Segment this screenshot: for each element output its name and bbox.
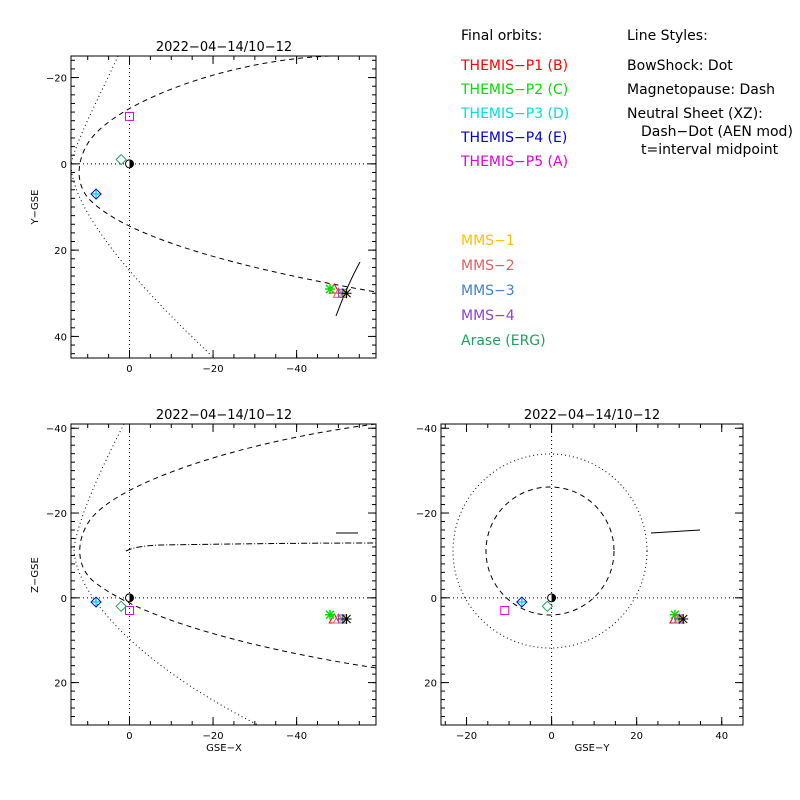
- xz-ytick-label: 0: [61, 594, 67, 605]
- xy-marker-arase-erg: [115, 153, 127, 166]
- yz-ytick-label: −20: [416, 509, 437, 520]
- yz-boundaries: [452, 453, 648, 649]
- yz-marker-themis-p4-e: [516, 596, 528, 608]
- bowshock-curve-xz: [73, 423, 259, 726]
- legend-orbits-title: Final orbits:: [461, 28, 542, 44]
- panel-yz-xlabel: GSE−Y: [575, 743, 611, 754]
- yz-ytick-label: 0: [431, 594, 437, 605]
- yz-xtick-label: 0: [548, 731, 554, 742]
- legend-style-midpoint: t=interval midpoint: [641, 142, 779, 158]
- panel-xy: 2022−04−14/10−12 Y−GSE: [30, 40, 377, 359]
- yz-earth-night-side: [551, 593, 556, 602]
- yz-marker-themis-p3-d: [516, 597, 527, 608]
- legend-style-magnetopause: Magnetopause: Dash: [627, 82, 775, 98]
- legend-themis-p3: THEMIS−P3 (D): [460, 106, 569, 122]
- magnetopause-curve-xy: [78, 55, 377, 293]
- panel-xz-ylabel: Z−GSE: [30, 557, 41, 593]
- xy-xtick-label: 0: [126, 364, 132, 375]
- xz-xtick-label: 0: [126, 731, 132, 742]
- axes-layer: 0 −20 −40 −20 0 20 40 0 −20 −40 −40 −20 0 20 −20 0 20 40 −…: [46, 56, 744, 742]
- marker-layer: [90, 111, 689, 625]
- xz-marker-themis-p3-d: [91, 597, 102, 608]
- xy-xtick-label: −40: [286, 364, 307, 375]
- legend-themis-p2: THEMIS−P2 (C): [460, 82, 568, 98]
- xy-boundaries: [70, 55, 377, 357]
- xz-earth-night-side: [129, 593, 134, 602]
- yz-marker-arase-erg: [541, 600, 554, 613]
- xz-ytick-label: −20: [46, 509, 67, 520]
- xz-marker-arase-erg: [115, 600, 127, 613]
- xy-marker-themis-p2-c: [325, 283, 336, 294]
- legend-themis-p4: THEMIS−P4 (E): [460, 130, 567, 146]
- yz-xtick-label: 40: [715, 731, 728, 742]
- legend: Final orbits: Line Styles: THEMIS−P1 (B)…: [460, 28, 793, 349]
- panel-xz: 2022−04−14/10−12 Z−GSE GSE−X: [30, 408, 377, 754]
- legend-style-bowshock: BowShock: Dot: [627, 58, 733, 74]
- xz-xtick-label: −40: [286, 731, 307, 742]
- legend-mms-3: MMS−3: [461, 283, 515, 299]
- xz-boundaries: [73, 423, 377, 726]
- legend-mms-2: MMS−2: [461, 258, 515, 274]
- xz-marker-themis-p4-e: [90, 596, 102, 608]
- legend-mms-4: MMS−4: [461, 308, 515, 324]
- legend-styles-title: Line Styles:: [627, 28, 708, 44]
- xy-marker-themis-p4-e: [90, 188, 102, 200]
- yz-marker-themis-p5-a: [500, 606, 510, 616]
- panel-xy-ylabel: Y−GSE: [30, 190, 41, 226]
- yz-xtick-label: 20: [630, 731, 643, 742]
- xz-ytick-label: −40: [46, 424, 67, 435]
- legend-themis-p5: THEMIS−P5 (A): [460, 154, 568, 170]
- xy-midpoint-asterisk: [341, 288, 352, 299]
- legend-themis-p1: THEMIS−P1 (B): [460, 58, 568, 74]
- yz-midpoint-asterisk: [678, 614, 689, 625]
- xy-ytick-label: 40: [54, 332, 67, 343]
- legend-arase: Arase (ERG): [461, 333, 546, 349]
- bowshock-curve-xy: [70, 55, 213, 357]
- panel-xz-title: 2022−04−14/10−12: [156, 408, 292, 423]
- xz-xtick-label: −20: [203, 731, 224, 742]
- xz-ytick-label: 20: [54, 679, 67, 690]
- yz-xtick-label: −20: [456, 731, 477, 742]
- xy-ytick-label: −20: [46, 74, 67, 85]
- xz-midpoint-asterisk: [341, 614, 352, 625]
- legend-mms-1: MMS−1: [461, 233, 515, 249]
- xz-marker-themis-p5-a: [124, 606, 134, 616]
- xy-ytick-label: 20: [54, 246, 67, 257]
- xy-earth-night-side: [129, 159, 134, 168]
- bowshock-circle-yz: [452, 453, 648, 649]
- magnetopause-curve-xz: [79, 423, 377, 669]
- orbit-traces: [335, 261, 701, 534]
- yz-ytick-label: 20: [424, 679, 437, 690]
- xy-ytick-label: 0: [61, 160, 67, 171]
- panel-yz: 2022−04−14/10−12 GSE−Y: [440, 408, 744, 754]
- xz-marker-themis-p2-c: [325, 609, 336, 620]
- legend-style-neutral-sheet: Neutral Sheet (XZ):: [627, 106, 763, 122]
- mms-trace-yz: [650, 529, 701, 534]
- panel-xy-title: 2022−04−14/10−12: [156, 40, 292, 55]
- neutral-sheet-curve-xz: [125, 542, 377, 552]
- yz-ytick-label: −40: [416, 424, 437, 435]
- xy-marker-themis-p3-d: [91, 189, 102, 200]
- panel-xz-xlabel: GSE−X: [206, 743, 242, 754]
- legend-style-dashdot: Dash−Dot (AEN mod): [641, 124, 793, 140]
- xy-marker-themis-p5-a: [124, 111, 134, 121]
- xy-xtick-label: −20: [203, 364, 224, 375]
- panel-yz-title: 2022−04−14/10−12: [524, 408, 660, 423]
- magnetopause-circle-yz: [485, 486, 615, 616]
